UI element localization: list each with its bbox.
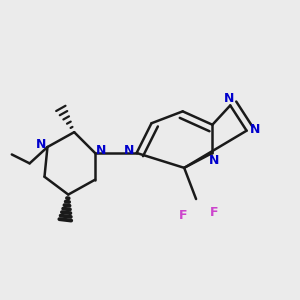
Text: N: N — [36, 138, 46, 151]
Text: N: N — [96, 143, 107, 157]
Text: N: N — [209, 154, 219, 167]
Text: N: N — [224, 92, 234, 105]
Text: N: N — [250, 123, 261, 136]
Text: N: N — [124, 144, 134, 157]
Text: F: F — [178, 209, 187, 222]
Text: F: F — [210, 206, 218, 219]
